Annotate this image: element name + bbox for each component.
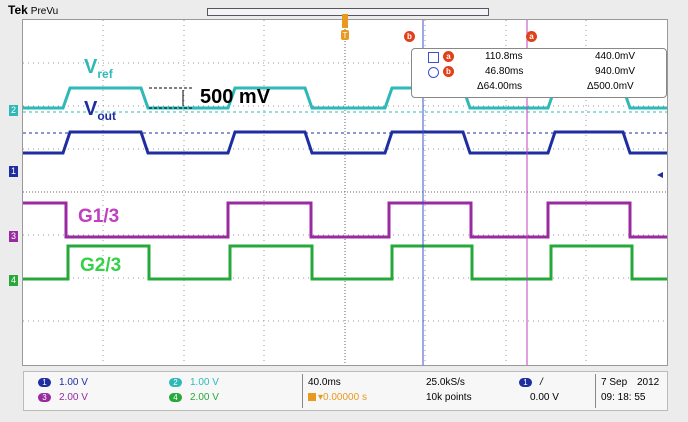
record-length[interactable]: 10k points	[426, 392, 472, 403]
step-label: 500 mV	[200, 86, 271, 108]
circle-icon	[428, 67, 439, 78]
vout-trace	[23, 130, 667, 155]
timebase[interactable]: 40.0ms	[308, 377, 341, 388]
ch1-scale[interactable]: 1 1.00 V	[38, 377, 88, 388]
g1-label: G1/3	[78, 206, 120, 227]
graticule	[23, 20, 667, 365]
vout-label: Vout	[84, 98, 116, 123]
cursor-a-volt: 440.0mV	[595, 51, 636, 62]
g1-trace	[23, 201, 667, 239]
delta-volt: Δ500.0mV	[587, 81, 634, 92]
sample-rate: 25.0kS/s	[426, 377, 465, 388]
brand-text: Tek	[8, 3, 28, 17]
g2-label: G2/3	[80, 255, 122, 276]
ch2-scale[interactable]: 2 1.00 V	[169, 377, 219, 388]
ch4-scale[interactable]: 4 2.00 V	[169, 392, 219, 403]
date: 7 Sep	[601, 377, 628, 388]
trigger-slope-icon: /	[540, 377, 543, 388]
cursor-readout-box: a 110.8ms 440.0mV b 46.80ms 940.0mV Δ64.…	[411, 48, 667, 98]
cursor-b-volt: 940.0mV	[595, 66, 636, 77]
cursor-a-badge: a	[443, 51, 454, 62]
settings-readout: 1 1.00 V 3 2.00 V 2 1.00 V 4 2.00 V 40.0ms ▾…	[23, 371, 668, 411]
ch4-tag[interactable]: 4	[9, 275, 18, 286]
trigger-marker-icon[interactable]: T	[340, 14, 350, 44]
divider	[302, 374, 303, 408]
cursor-b-marker-icon[interactable]: b	[404, 31, 415, 42]
offscreen-arrow-icon	[657, 172, 663, 178]
trigger-pos-icon	[308, 393, 316, 402]
trigger-source[interactable]: 1/	[519, 377, 543, 388]
cursor-a-marker-icon[interactable]: a	[526, 31, 537, 42]
cursor-b-badge: b	[443, 66, 454, 77]
trigger-position[interactable]: ▾0.00000 s	[308, 392, 367, 403]
waveform-display[interactable]	[22, 19, 668, 366]
acquisition-mode: PreVu	[30, 6, 59, 17]
cursor-a-time: 110.8ms	[485, 51, 523, 62]
ch3-tag[interactable]: 3	[9, 231, 18, 242]
g2-trace	[23, 244, 667, 281]
square-icon	[428, 52, 439, 63]
delta-time: Δ64.00ms	[477, 81, 523, 92]
brand-logo: Tek PreVu	[8, 3, 58, 17]
vref-label: Vref	[84, 56, 113, 81]
ch1-tag[interactable]: 1	[9, 166, 18, 177]
ch3-scale[interactable]: 3 2.00 V	[38, 392, 88, 403]
divider	[595, 374, 596, 408]
ch2-tag[interactable]: 2	[9, 105, 18, 116]
svg-text:T: T	[343, 31, 348, 40]
step-bracket	[149, 87, 193, 109]
cursor-b-time: 46.80ms	[485, 66, 524, 77]
clock: 09: 18: 55	[601, 392, 646, 403]
trigger-level[interactable]: 0.00 V	[530, 392, 559, 403]
year: 2012	[637, 377, 660, 388]
